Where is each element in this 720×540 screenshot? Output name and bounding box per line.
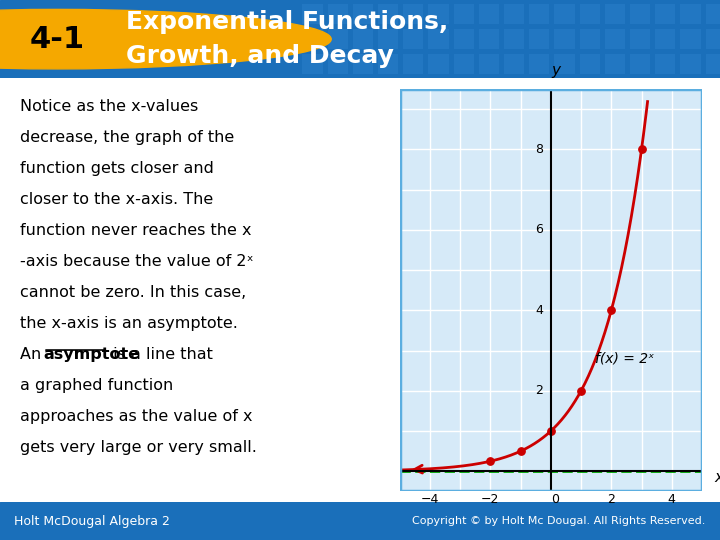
Text: 4: 4 (536, 304, 544, 317)
Text: Copyright © by Holt Mc Dougal. All Rights Reserved.: Copyright © by Holt Mc Dougal. All Right… (413, 516, 706, 526)
Bar (328, 29, 348, 49)
Text: closer to the x-axis. The: closer to the x-axis. The (20, 192, 213, 207)
Bar (554, 29, 575, 49)
Bar (630, 54, 650, 75)
Bar (580, 4, 600, 24)
Text: 8: 8 (535, 143, 544, 156)
Text: y: y (552, 64, 561, 78)
Bar (680, 54, 701, 75)
Text: Growth, and Decay: Growth, and Decay (126, 44, 394, 69)
Text: x: x (714, 470, 720, 485)
Bar (605, 54, 625, 75)
Bar (680, 29, 701, 49)
Text: f(x) = 2ˣ: f(x) = 2ˣ (595, 352, 654, 366)
Bar (554, 4, 575, 24)
Bar (655, 54, 675, 75)
Text: 6: 6 (536, 224, 544, 237)
Text: a graphed function: a graphed function (20, 378, 174, 393)
Bar (605, 4, 625, 24)
Bar (706, 54, 720, 75)
Point (606, 306, 617, 315)
Bar (680, 4, 701, 24)
Bar (454, 29, 474, 49)
Bar (302, 54, 323, 75)
Bar (353, 54, 373, 75)
Bar (403, 4, 423, 24)
Point (545, 427, 557, 435)
Bar (378, 54, 398, 75)
Text: An: An (20, 347, 47, 362)
Bar (504, 54, 524, 75)
Text: function never reaches the x: function never reaches the x (20, 223, 252, 238)
Text: function gets closer and: function gets closer and (20, 161, 214, 177)
Text: is a line that: is a line that (108, 347, 213, 362)
Text: 4: 4 (668, 494, 675, 507)
Text: 2: 2 (536, 384, 544, 397)
Text: −4: −4 (420, 494, 439, 507)
Bar (706, 4, 720, 24)
Bar (328, 54, 348, 75)
Bar (428, 54, 449, 75)
Bar (504, 29, 524, 49)
Bar (302, 4, 323, 24)
Bar (504, 4, 524, 24)
Text: 4-1: 4-1 (30, 25, 85, 53)
Bar (605, 29, 625, 49)
Bar (428, 29, 449, 49)
Bar (454, 4, 474, 24)
Point (575, 387, 587, 395)
Bar (479, 54, 499, 75)
Text: −2: −2 (481, 494, 500, 507)
Text: decrease, the graph of the: decrease, the graph of the (20, 131, 235, 145)
Bar (328, 4, 348, 24)
Text: the x-axis is an asymptote.: the x-axis is an asymptote. (20, 316, 238, 331)
Bar (378, 4, 398, 24)
Bar (580, 54, 600, 75)
Text: -axis because the value of 2ˣ: -axis because the value of 2ˣ (20, 254, 253, 269)
Bar (529, 54, 549, 75)
Bar (378, 29, 398, 49)
Bar (454, 54, 474, 75)
Bar (580, 29, 600, 49)
Point (636, 145, 647, 154)
Bar (630, 4, 650, 24)
Text: 0: 0 (552, 494, 559, 507)
Text: 2: 2 (608, 494, 615, 507)
Bar (706, 29, 720, 49)
Bar (529, 4, 549, 24)
Circle shape (0, 9, 331, 69)
Bar (630, 29, 650, 49)
Text: approaches as the value of x: approaches as the value of x (20, 409, 253, 424)
Text: Exponential Functions,: Exponential Functions, (126, 10, 449, 34)
Text: asymptote: asymptote (43, 347, 139, 362)
Point (485, 457, 496, 465)
Bar (479, 29, 499, 49)
Bar (353, 4, 373, 24)
Bar (655, 29, 675, 49)
Bar (403, 29, 423, 49)
Bar (403, 54, 423, 75)
Bar (554, 54, 575, 75)
Bar (529, 29, 549, 49)
Point (515, 447, 526, 456)
Bar (302, 29, 323, 49)
Text: Holt McDougal Algebra 2: Holt McDougal Algebra 2 (14, 515, 170, 528)
Text: cannot be zero. In this case,: cannot be zero. In this case, (20, 285, 246, 300)
Text: gets very large or very small.: gets very large or very small. (20, 440, 257, 455)
Text: Notice as the x-values: Notice as the x-values (20, 99, 199, 114)
Bar (655, 4, 675, 24)
Bar (428, 4, 449, 24)
Bar (353, 29, 373, 49)
Bar (479, 4, 499, 24)
